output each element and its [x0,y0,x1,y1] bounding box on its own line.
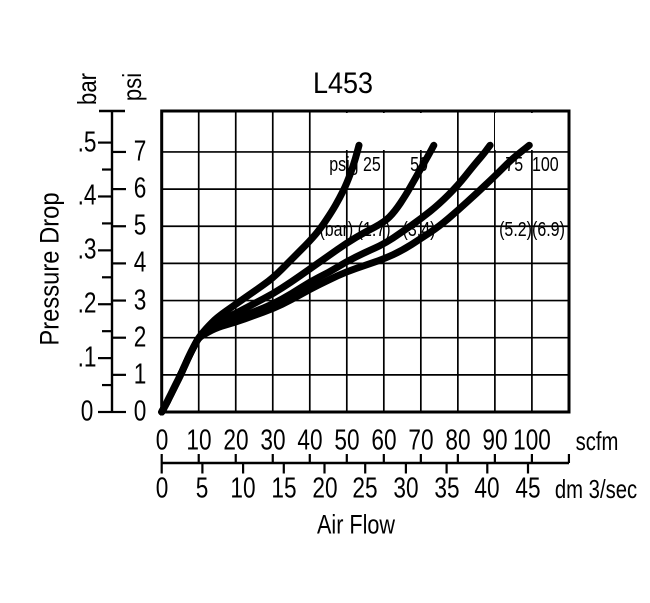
psi-tick-label: 4 [133,246,147,279]
bar-tick-label: .2 [77,287,97,320]
curve-label-bar-1-7: (bar) (1.7) [319,218,391,241]
dm-tick-label: 35 [434,472,460,505]
scfm-tick-label: 50 [334,424,360,457]
dm-tick-label: 10 [230,472,256,505]
scfm-unit-label: scfm [575,426,619,456]
dm-tick-label: 15 [271,472,297,505]
psi-unit-header: psi [117,72,147,102]
curve-label-psig-50: 50 [410,154,428,176]
dm-unit-label: dm 3/sec [554,474,638,504]
scfm-tick-label: 30 [260,424,286,457]
bar-tick-label: .5 [77,126,97,159]
x-axis-title: Air Flow [316,509,396,540]
dm-tick-label: 5 [196,472,209,505]
scfm-tick-label: 10 [186,424,212,457]
bar-unit-header: bar [72,73,102,105]
psi-tick-label: 3 [133,284,147,317]
dm-tick-label: 40 [474,472,500,505]
scfm-tick-label: 60 [371,424,397,457]
curve-50-psig-3-4-bar [158,141,438,416]
dm-tick-label: 0 [155,472,168,505]
dm-tick-label: 25 [352,472,378,505]
scfm-tick-label: 100 [513,424,551,457]
y-axis-title: Pressure Drop [34,192,65,346]
curve-label-group-50: 50 (3.4) [403,112,436,284]
curve-label-group-75-100: 75 100 (5.2)(6.9) [499,112,565,284]
curve-label-psig-25: psig 25 [329,154,381,176]
curve-100-psig-6-9-bar [158,141,533,416]
bar-tick-label: .1 [77,341,97,374]
dm-tick-label: 20 [311,472,338,505]
scfm-tick-label: 70 [408,424,434,457]
dm-tick-label: 30 [393,472,419,505]
scfm-tick-label: 0 [155,424,168,457]
psi-tick-label: 7 [133,135,147,168]
psi-tick-label: 0 [133,395,147,428]
scfm-tick-label: 80 [445,424,471,457]
curve-label-group-25: psig 25 (bar) (1.7) [319,112,390,284]
psi-tick-label: 1 [133,358,147,391]
scfm-tick-label: 20 [223,424,249,457]
scfm-tick-label: 90 [482,424,508,457]
bar-tick-label: .4 [77,179,97,212]
dm-tick-label: 45 [515,472,541,505]
scfm-tick-label: 40 [297,424,323,457]
psi-tick-label: 5 [133,209,147,242]
psi-tick-label: 6 [133,172,147,205]
bar-tick-label: .3 [77,233,97,266]
curve-label-bar-3-4: (3.4) [402,218,436,241]
curve-label-psig-75-100: 75 100 [505,154,559,176]
curve-label-bar-5-2-6-9: (5.2)(6.9) [499,218,565,241]
bar-tick-label: 0 [80,395,94,428]
chart-title: L453 [312,67,374,100]
psi-tick-label: 2 [133,321,147,354]
plot-frame [160,109,571,414]
